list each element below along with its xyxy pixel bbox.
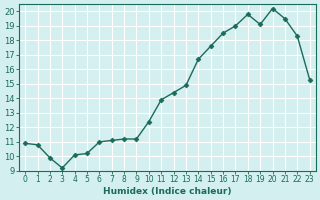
X-axis label: Humidex (Indice chaleur): Humidex (Indice chaleur): [103, 187, 232, 196]
